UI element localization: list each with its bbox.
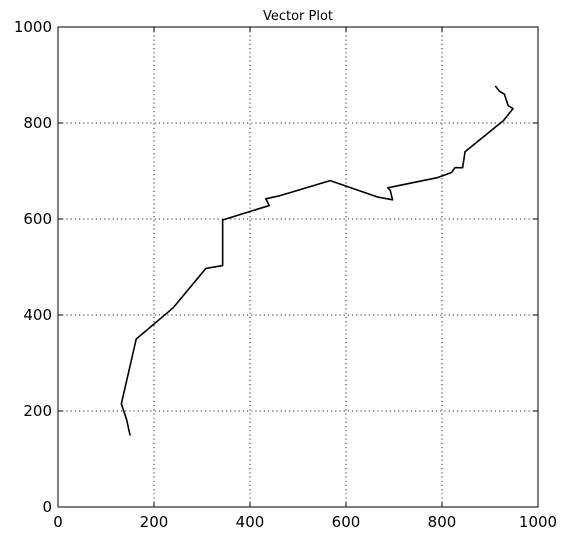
y-tick-label: 600	[23, 210, 52, 228]
y-tick-label: 400	[23, 306, 52, 324]
chart-title: Vector Plot	[263, 9, 333, 24]
x-tick-label: 800	[428, 513, 457, 531]
y-tick-label: 1000	[14, 18, 52, 36]
x-tick-label: 400	[236, 513, 265, 531]
x-tick-label: 200	[140, 513, 169, 531]
y-tick-label: 0	[42, 498, 52, 516]
y-tick-label: 200	[23, 402, 52, 420]
series-line	[121, 87, 513, 435]
series-group	[121, 87, 513, 435]
x-tick-label: 600	[332, 513, 361, 531]
x-tick-label: 0	[53, 513, 63, 531]
y-tick-label: 800	[23, 114, 52, 132]
x-tick-label: 1000	[519, 513, 557, 531]
tick-labels: 0 200 400 600 800 1000 0 200 400 600 800 1000	[14, 18, 557, 531]
